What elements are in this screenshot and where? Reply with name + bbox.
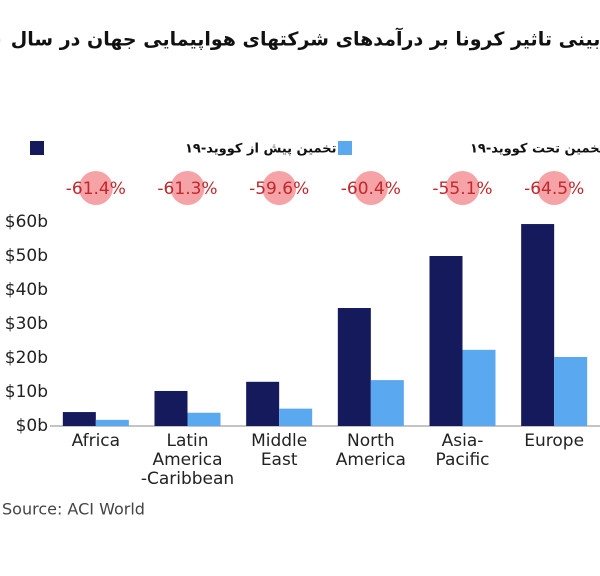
- bar: [521, 224, 555, 426]
- bar: [429, 256, 463, 426]
- y-tick-label: $50b: [5, 246, 48, 266]
- annotation-circle: [262, 171, 297, 205]
- legend-swatch: [338, 141, 352, 155]
- bar: [246, 381, 280, 426]
- annotation-circle: [170, 171, 205, 205]
- legend-swatch: [30, 141, 44, 155]
- annotation: -61.3%: [157, 179, 217, 199]
- y-tick-label: $0b: [16, 416, 48, 436]
- x-tick-label: Middle East: [251, 431, 308, 470]
- x-tick-label: Asia- Pacific: [435, 431, 490, 470]
- annotation-circle: [445, 171, 480, 205]
- y-tick-label: $30b: [5, 314, 48, 334]
- bar: [370, 380, 404, 426]
- legend-label: تخمین پیش از کووید-۱۹: [185, 142, 337, 157]
- y-tick-label: $20b: [5, 348, 48, 368]
- bar: [62, 412, 96, 426]
- bar: [337, 308, 371, 426]
- annotation-circle: [537, 171, 572, 205]
- annotation-circle: [78, 171, 113, 205]
- bar: [95, 419, 129, 426]
- annotation: -64.5%: [524, 179, 584, 199]
- annotation: -60.4%: [341, 179, 401, 199]
- x-tick-label: North America: [335, 431, 406, 470]
- y-tick-label: $10b: [5, 382, 48, 402]
- annotation: -55.1%: [432, 179, 492, 199]
- x-tick-label: Europe: [524, 431, 585, 451]
- bar: [279, 408, 313, 426]
- y-tick-label: $60b: [5, 212, 48, 232]
- annotation: -61.4%: [66, 179, 126, 199]
- source: Source: ACI World: [2, 500, 145, 519]
- y-tick-label: $40b: [5, 280, 48, 300]
- bar: [462, 349, 496, 426]
- x-tick-label: Latin America -Caribbean: [140, 431, 235, 489]
- chart-title: پیش‌بینی تاثیر کرونا بر درآمدهای شرکتهای…: [0, 27, 600, 51]
- annotation: -59.6%: [249, 179, 309, 199]
- annotation-circle: [353, 171, 388, 205]
- bar: [154, 390, 188, 426]
- x-tick-label: Africa: [71, 431, 121, 451]
- legend-label: تخمین تحت کووید-۱۹: [470, 142, 600, 157]
- bar: [554, 356, 588, 426]
- bar: [187, 412, 221, 426]
